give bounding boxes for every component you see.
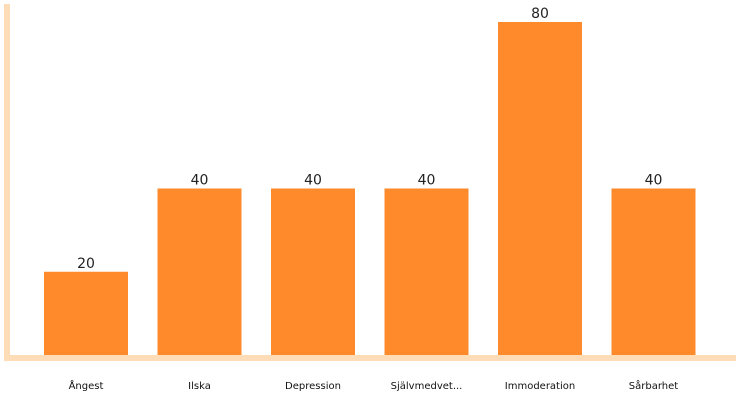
bar-4 [498, 22, 582, 355]
category-labels-group: Ångest Ilska Depression Självmedvet... Immod… [69, 379, 679, 392]
bar-3 [384, 188, 469, 355]
bar-1 [157, 188, 242, 355]
x-axis-line [4, 355, 736, 361]
value-labels-group: 20 40 40 40 80 40 [77, 6, 662, 272]
category-label-2: Depression [285, 381, 341, 392]
category-label-0: Ångest [69, 379, 104, 392]
value-label-2: 40 [304, 173, 322, 189]
category-label-5: Sårbarhet [629, 379, 678, 392]
value-label-5: 40 [645, 173, 663, 189]
bar-5 [611, 188, 696, 355]
bar-0 [44, 271, 128, 355]
bar-2 [271, 188, 355, 355]
value-label-0: 20 [77, 256, 95, 272]
value-label-1: 40 [191, 173, 209, 189]
category-label-3: Självmedvet... [391, 381, 463, 392]
y-axis-line [4, 4, 10, 358]
category-label-1: Ilska [188, 381, 211, 392]
value-label-4: 80 [531, 6, 549, 22]
bars-group [44, 22, 696, 355]
axes-group [4, 4, 736, 361]
category-label-4: Immoderation [505, 381, 575, 392]
value-label-3: 40 [418, 173, 436, 189]
